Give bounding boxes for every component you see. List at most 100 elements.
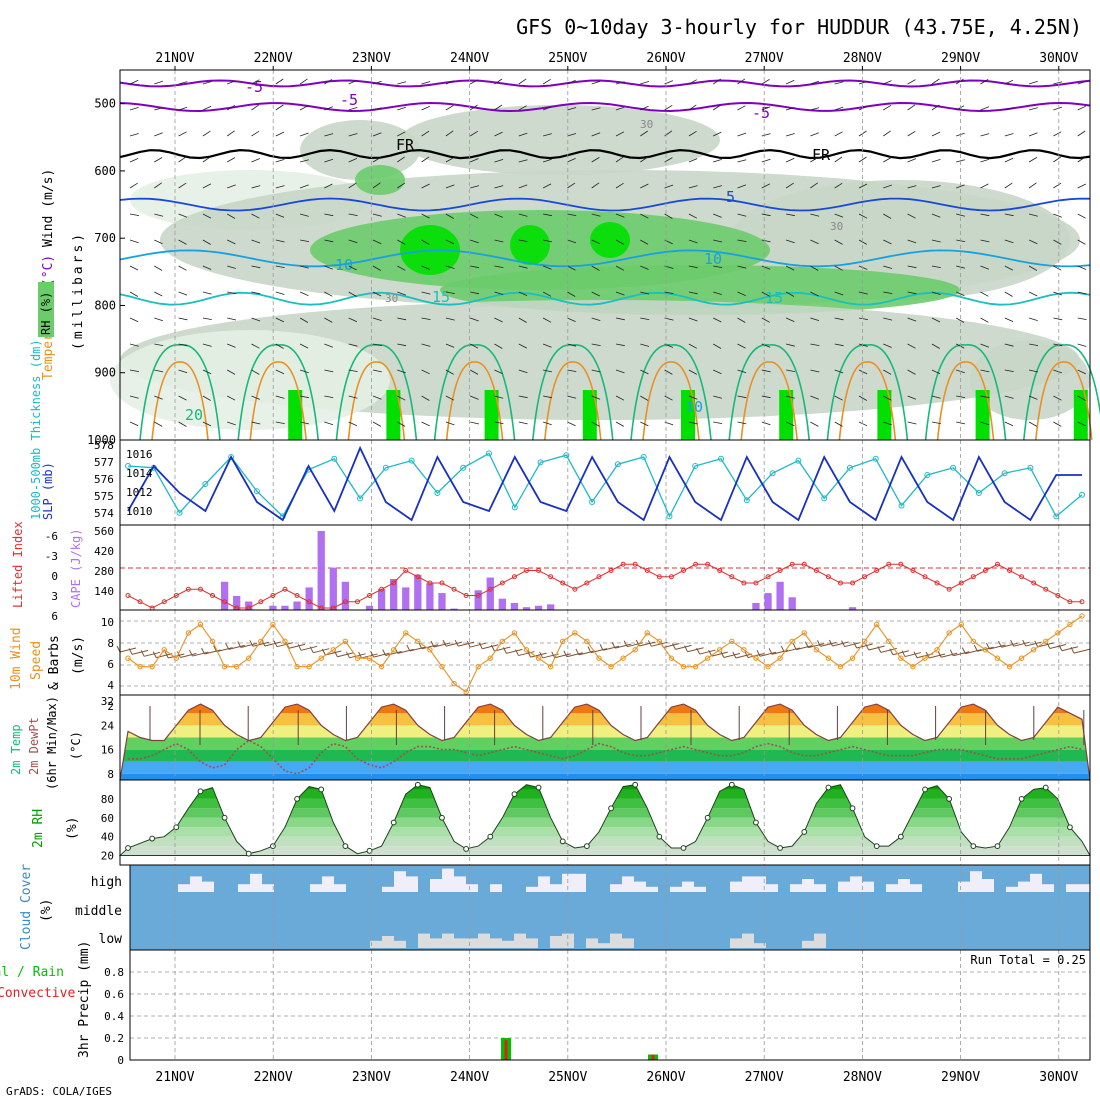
- thickness-point: [563, 452, 570, 459]
- wind-barb: [1053, 421, 1062, 427]
- wind-barb-flag: [780, 645, 785, 653]
- stab-label-a: Lifted Index: [11, 521, 25, 608]
- wind-barb-flag: [865, 643, 870, 651]
- lifted-index-point: [620, 561, 626, 567]
- cloud-low-bar: [526, 938, 538, 948]
- rh-label-a: 2m RH: [31, 809, 46, 848]
- precip-label-a: Total / Rain: [0, 965, 64, 980]
- wind-barb: [470, 369, 479, 375]
- wind-barb-10m: [325, 650, 342, 656]
- lifted-index-point: [403, 568, 409, 573]
- wind-speed-point: [499, 638, 506, 645]
- wind-speed-point: [692, 663, 699, 670]
- wind-barb: [834, 213, 844, 218]
- wind-barb: [299, 213, 309, 217]
- cloud-high-bar: [394, 871, 406, 892]
- wind-barb: [178, 369, 188, 374]
- wind-barb: [251, 421, 261, 425]
- wind-barb: [275, 131, 285, 137]
- wind-barb: [518, 159, 528, 163]
- wind-barb: [858, 317, 868, 320]
- isotherm-25: [347, 361, 406, 441]
- wind-barb-10m: [892, 650, 909, 656]
- wind-barb: [907, 343, 916, 349]
- wind-barb-10m: [759, 651, 777, 657]
- wind-barb: [299, 78, 308, 85]
- lifted-index-point: [958, 580, 964, 586]
- contour-label: 30: [640, 118, 653, 131]
- wind-barb: [324, 78, 333, 85]
- temp-units: (°C): [69, 731, 83, 760]
- lifted-index-point: [850, 580, 856, 586]
- cloud-low-bar: [598, 943, 610, 948]
- bottom-date-label: 22NOV: [254, 1070, 293, 1085]
- cape-bar: [498, 598, 506, 610]
- wind-barb: [1028, 182, 1037, 189]
- wind-barb: [761, 133, 771, 137]
- thickness-point: [666, 513, 673, 520]
- thickness-tick: 575: [94, 490, 114, 503]
- wind-barb: [785, 317, 795, 322]
- wind-barb-flag: [140, 650, 145, 657]
- wind-barb: [980, 183, 989, 189]
- wind-speed-point: [861, 638, 868, 645]
- pressure-tick-label: 600: [94, 164, 116, 178]
- wind-barb-10m: [856, 643, 873, 649]
- wind-barb: [980, 158, 990, 163]
- thickness-tick: 576: [94, 473, 114, 486]
- wind-barb: [227, 395, 236, 401]
- lifted-tick: 0: [51, 570, 58, 583]
- wind-speed-point: [487, 655, 493, 661]
- wind-barb: [688, 265, 698, 269]
- wind-barb: [470, 185, 480, 189]
- thickness-point: [460, 464, 467, 471]
- wind-barb: [810, 213, 820, 217]
- lifted-index-point: [391, 580, 397, 586]
- wind-barb: [397, 106, 406, 111]
- wind-speed-point: [584, 638, 590, 645]
- lifted-index-point: [1007, 568, 1013, 573]
- cape-bar: [317, 531, 325, 610]
- wind-speed-point: [439, 663, 445, 670]
- wind-speed-point: [765, 663, 771, 670]
- wind-barb: [737, 105, 746, 111]
- wind-barb: [1028, 421, 1038, 427]
- wind-barb: [129, 213, 139, 216]
- cloud-low-bar: [586, 938, 598, 948]
- wind-barb: [737, 239, 747, 242]
- cloud-high-bar: [790, 884, 802, 892]
- wind-barb: [883, 239, 892, 245]
- thickness-label: 1000-500mb Thickness (dm): [29, 339, 43, 520]
- cloud-low-bar: [454, 938, 466, 948]
- wind-barb: [810, 80, 820, 85]
- lifted-index-point: [487, 586, 493, 592]
- thickness-point: [872, 455, 879, 462]
- wind-barb: [810, 369, 820, 373]
- lifted-index-point: [173, 593, 179, 598]
- wind-barb: [737, 395, 747, 399]
- wind-barb: [737, 132, 747, 137]
- wind-barb: [251, 265, 261, 269]
- wind-barb-10m: [530, 652, 547, 658]
- wind-barb: [834, 239, 843, 245]
- wind-speed-point: [910, 663, 916, 670]
- wind-barb-10m: [301, 645, 318, 651]
- rh-point: [414, 781, 421, 788]
- wind-barb: [834, 317, 844, 321]
- wind-barb: [1028, 213, 1038, 217]
- wind-barb: [178, 291, 188, 296]
- wind-barb: [567, 239, 577, 244]
- wind-barb: [494, 395, 504, 399]
- wind-barb: [664, 395, 673, 401]
- wind-barb: [713, 159, 722, 163]
- wind-barb: [907, 104, 916, 111]
- wind-barb: [931, 369, 941, 375]
- wind-barb: [372, 421, 382, 427]
- rh-point: [825, 784, 832, 791]
- rh-point: [946, 795, 953, 802]
- slp-tick: 1014: [126, 467, 153, 480]
- rh-point: [583, 843, 590, 850]
- wind-barb: [445, 369, 454, 375]
- wind-barb-flag: [370, 650, 375, 658]
- cloud-label: Cloud Cover: [19, 864, 34, 950]
